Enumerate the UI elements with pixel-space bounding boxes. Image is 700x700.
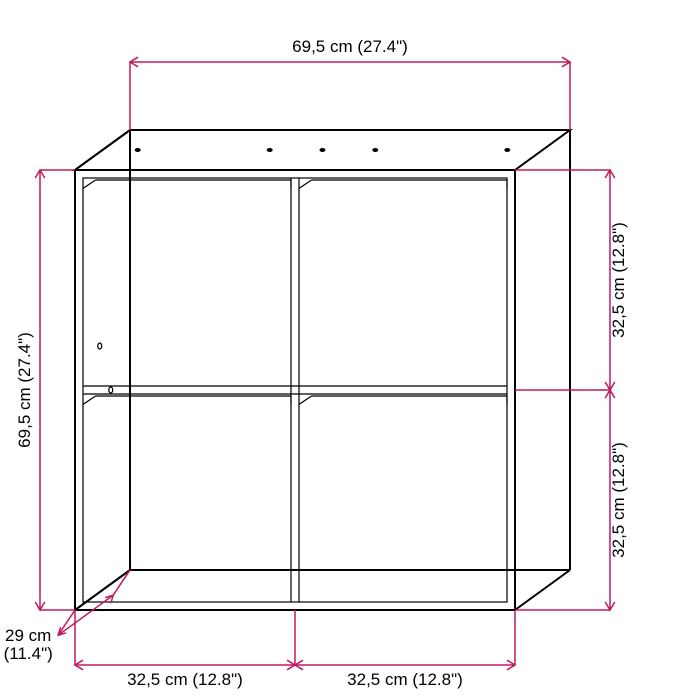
shelf-dimension-diagram: 69,5 cm (27.4") 69,5 cm (27.4") 32,5 cm (1… [0, 0, 700, 700]
dim-depth: 29 cm(11.4") [4, 626, 53, 663]
dim-cube-w-right: 32,5 cm (12.8") [347, 670, 463, 689]
dim-cube-h-top: 32,5 cm (12.8") [609, 222, 628, 338]
dim-width-top: 69,5 cm (27.4") [292, 37, 408, 56]
dim-height-left: 69,5 cm (27.4") [15, 332, 34, 448]
dim-cube-w-left: 32,5 cm (12.8") [127, 670, 243, 689]
dim-cube-h-bottom: 32,5 cm (12.8") [609, 442, 628, 558]
